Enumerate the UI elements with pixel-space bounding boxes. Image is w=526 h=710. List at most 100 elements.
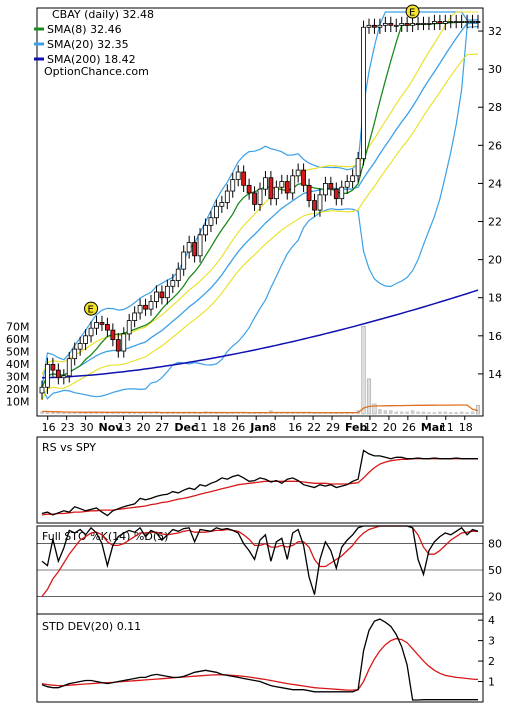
- candle-body: [50, 363, 56, 371]
- x-tick-label: 20: [136, 421, 150, 434]
- volume-bar: [307, 412, 311, 414]
- candle-body: [377, 24, 383, 28]
- candle-body: [115, 339, 121, 352]
- candle-body: [170, 280, 176, 287]
- std-y-tick-label: 3: [488, 635, 495, 648]
- volume-bar: [149, 412, 153, 414]
- volume-tick-label: 30M: [6, 370, 30, 383]
- price-panel-frame: [36, 7, 484, 417]
- volume-bar: [214, 412, 219, 414]
- earnings-marker: [84, 301, 99, 316]
- volume-bar: [378, 408, 382, 414]
- candle-body: [382, 23, 388, 26]
- candle-body: [143, 304, 148, 310]
- x-tick-label: Feb: [345, 421, 368, 434]
- candle-body: [333, 188, 339, 200]
- volume-bar: [132, 412, 137, 414]
- sto-y-tick-label: 20: [488, 590, 502, 603]
- candle-body: [110, 329, 116, 341]
- volume-bar: [209, 412, 213, 414]
- volume-bar: [62, 412, 66, 414]
- candle-body: [66, 358, 72, 377]
- candle-body: [219, 202, 225, 207]
- price-panel: 14 16 18 20 22 24 26 28 30 32 70M60M50M40M30M20M10…: [6, 4, 502, 417]
- candle-body: [246, 184, 252, 194]
- rs-line: [41, 449, 478, 517]
- price-y-tick-label: 22: [488, 216, 502, 229]
- bollinger-lower-band: [41, 26, 479, 400]
- candle-body: [410, 23, 416, 26]
- candle-body: [181, 251, 187, 270]
- volume-bar: [138, 412, 142, 414]
- volume-bar: [252, 412, 257, 414]
- volume-bar: [236, 412, 240, 414]
- volume-bar: [399, 411, 404, 414]
- legend-entry: SMA(8) 32.46: [47, 23, 122, 36]
- sma20-line: [41, 22, 479, 388]
- candle-body: [393, 24, 399, 27]
- volume-bar: [301, 412, 306, 414]
- x-tick-label: Jan: [249, 421, 269, 434]
- x-tick-label: 8: [269, 421, 276, 434]
- volume-bar: [247, 412, 251, 414]
- volume-bar: [323, 412, 328, 414]
- volume-bar: [372, 403, 377, 415]
- candle-body: [164, 285, 170, 299]
- volume-bar: [105, 412, 110, 414]
- candle-body: [366, 24, 372, 28]
- price-y-tick-label: 18: [488, 292, 502, 305]
- candle-body: [263, 177, 268, 190]
- std-y-tick-label: 4: [488, 614, 495, 627]
- volume-bar: [296, 412, 300, 414]
- bollinger-upper-band: [41, 11, 479, 388]
- x-tick-label: 18: [212, 421, 226, 434]
- candle-body: [350, 175, 356, 182]
- candle-body: [45, 363, 50, 388]
- candle-body: [148, 301, 154, 310]
- volume-bar: [111, 412, 115, 414]
- x-tick-label: 26: [231, 421, 245, 434]
- earnings-marker: [405, 4, 420, 19]
- x-tick-label: 16: [42, 421, 56, 434]
- keltner-lower-band: [41, 53, 479, 401]
- candle-body: [426, 23, 432, 25]
- price-y-tick-label: 14: [488, 368, 502, 381]
- source-watermark: OptionChance.com: [44, 65, 149, 78]
- volume-bar: [280, 412, 284, 414]
- std-line: [41, 618, 478, 701]
- candle-body: [284, 181, 290, 194]
- candle-body: [470, 21, 475, 23]
- candle-body: [121, 333, 127, 352]
- candle-body: [301, 169, 307, 186]
- volume-tick-label: 50M: [6, 345, 30, 358]
- volume-bar: [416, 411, 420, 414]
- candle-body: [317, 194, 323, 211]
- x-tick-label: 23: [61, 421, 75, 434]
- volume-bar: [263, 412, 268, 414]
- candle-body: [126, 320, 132, 335]
- volume-tick-label: 70M: [6, 320, 30, 333]
- volume-bar: [443, 411, 448, 414]
- candle-body: [388, 23, 394, 26]
- volume-bar: [40, 411, 44, 414]
- price-y-tick-label: 16: [488, 330, 502, 343]
- candle-body: [105, 323, 110, 331]
- candle-body: [203, 224, 208, 236]
- volume-bar: [56, 412, 61, 414]
- volume-bar: [470, 411, 475, 414]
- earnings-marker-label: E: [409, 8, 415, 19]
- x-tick-label: 26: [402, 421, 416, 434]
- volume-bar: [394, 411, 399, 414]
- candle-body: [94, 322, 99, 329]
- price-y-tick-label: 20: [488, 254, 502, 267]
- volume-bar: [427, 412, 431, 414]
- candle-body: [459, 21, 465, 23]
- x-tick-label: Mar: [421, 421, 445, 434]
- candle-body: [159, 291, 165, 299]
- candle-body: [312, 200, 317, 211]
- candle-body: [192, 242, 198, 257]
- candle-body: [442, 21, 448, 24]
- volume-tick-label: 10M: [6, 395, 30, 408]
- candle-body: [279, 181, 285, 188]
